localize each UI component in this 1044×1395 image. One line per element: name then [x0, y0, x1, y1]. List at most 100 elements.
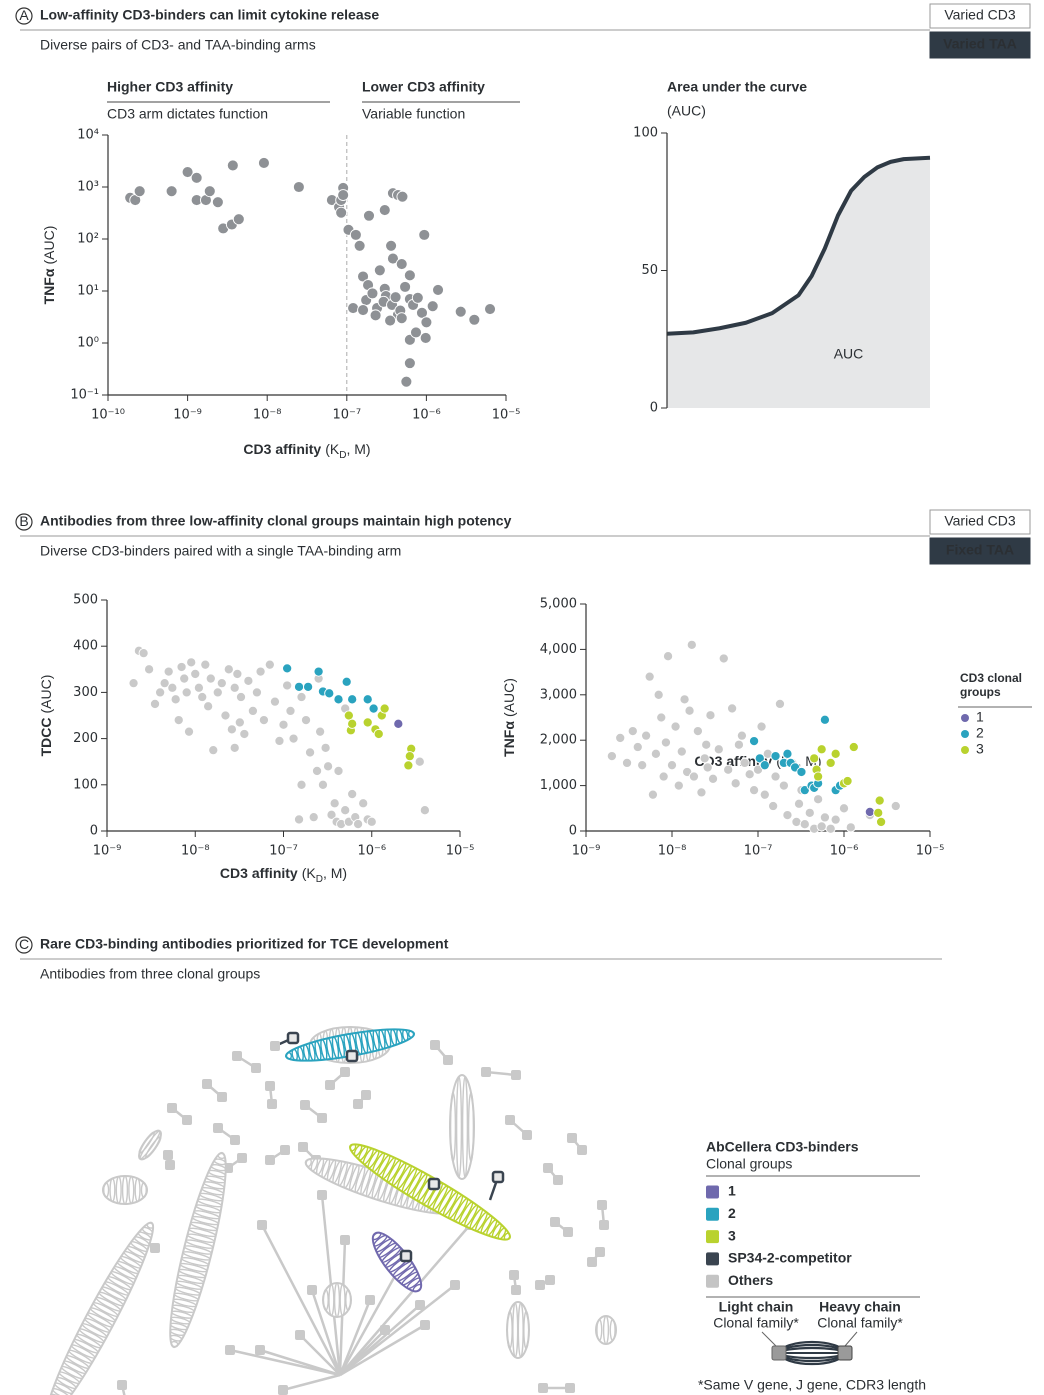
family-ring — [174, 1286, 201, 1296]
data-point — [468, 313, 481, 326]
data-point — [723, 764, 734, 775]
family-ring — [89, 1307, 116, 1323]
family-ring — [402, 1029, 409, 1042]
node — [415, 1300, 425, 1310]
family-ring — [432, 1185, 449, 1211]
data-point — [384, 314, 397, 327]
data-point — [282, 680, 293, 691]
network-legend-title: AbCellera CD3-binders — [706, 1139, 859, 1155]
family-ring — [104, 1281, 130, 1296]
node — [230, 1135, 240, 1145]
node — [255, 1345, 265, 1355]
data-point — [285, 705, 296, 716]
family-ring — [372, 1152, 386, 1173]
family-ring — [411, 1173, 428, 1199]
legend-swatch — [706, 1185, 719, 1199]
clonal-family — [45, 1221, 155, 1395]
node — [553, 1175, 563, 1185]
data-point — [308, 812, 319, 823]
auc-area — [667, 157, 930, 408]
data-point — [288, 733, 299, 744]
legend-title: CD3 clonal groups — [960, 671, 1023, 699]
data-point — [848, 741, 859, 753]
data-point — [144, 664, 155, 675]
family-ring — [201, 1186, 225, 1196]
data-point — [804, 807, 815, 818]
family-ring — [416, 1176, 433, 1202]
annotation-title: Lower CD3 affinity — [362, 79, 485, 95]
y-tick-label: 400 — [73, 639, 98, 654]
family-ring — [332, 1160, 343, 1184]
family-ring — [170, 1340, 179, 1348]
data-point — [793, 798, 805, 809]
family-outline — [322, 1282, 352, 1318]
data-point — [403, 269, 416, 282]
data-point — [663, 651, 674, 662]
family-ring — [602, 1315, 610, 1345]
family-ring — [130, 1241, 148, 1252]
data-point — [393, 718, 404, 729]
family-ring — [455, 1075, 463, 1179]
data-point — [400, 375, 413, 388]
family-ring — [448, 1194, 464, 1220]
family-ring — [207, 1169, 227, 1178]
family-ring — [58, 1371, 80, 1385]
family-ring — [333, 1282, 341, 1318]
y-tick-label: 4,000 — [540, 642, 577, 657]
x-axis-label: CD3 affinity(KD, M) — [220, 865, 347, 885]
legend-swatch — [961, 730, 969, 738]
y-axis-label-part: TNFα — [501, 721, 517, 757]
x-tick-label: 10⁻⁷ — [332, 408, 361, 423]
data-point — [239, 728, 250, 740]
data-point — [378, 204, 391, 217]
data-point — [216, 678, 227, 689]
data-point — [686, 639, 697, 650]
data-point — [699, 753, 710, 764]
family-ring — [427, 1182, 444, 1208]
data-point — [226, 724, 237, 735]
panel-title: Low-affinity CD3-binders can limit cytok… — [40, 7, 379, 23]
data-point — [730, 778, 741, 789]
y-tick-label: 50 — [641, 263, 658, 278]
family-ring — [358, 1146, 369, 1161]
family-ring — [305, 1158, 312, 1168]
family-ring — [464, 1204, 479, 1227]
tag-box — [929, 537, 1031, 565]
legend-label: 1 — [728, 1183, 736, 1199]
tag-box — [929, 3, 1031, 29]
family-ring — [116, 1260, 140, 1275]
clonal-family — [506, 1301, 530, 1359]
data-point — [362, 717, 373, 728]
node — [182, 1115, 192, 1125]
data-point — [641, 730, 652, 741]
y-tick-label: 100 — [633, 126, 658, 141]
data-point — [411, 291, 424, 304]
data-point — [782, 748, 793, 759]
data-point — [343, 710, 354, 721]
node — [150, 1243, 160, 1253]
node — [505, 1115, 515, 1125]
data-point — [825, 757, 836, 768]
data-point — [419, 332, 432, 344]
data-point — [211, 196, 224, 209]
clonal-family — [449, 1074, 475, 1180]
data-point — [363, 209, 375, 222]
data-point — [404, 751, 415, 762]
node — [265, 1081, 275, 1091]
node — [361, 1090, 371, 1100]
family-ring — [396, 1164, 412, 1190]
x-tick-label: 10⁻⁶ — [357, 844, 386, 859]
data-point — [313, 666, 324, 677]
data-point — [274, 735, 285, 746]
data-point — [658, 771, 669, 782]
family-ring — [355, 1032, 363, 1055]
data-point — [269, 696, 280, 707]
node — [430, 1040, 440, 1050]
y-axis-label-part: TNFα — [41, 268, 57, 304]
data-point — [353, 239, 366, 252]
family-ring — [195, 1204, 222, 1214]
data-point — [387, 252, 399, 265]
family-ring — [121, 1175, 129, 1205]
node — [265, 1155, 275, 1165]
family-ring — [325, 1037, 334, 1060]
